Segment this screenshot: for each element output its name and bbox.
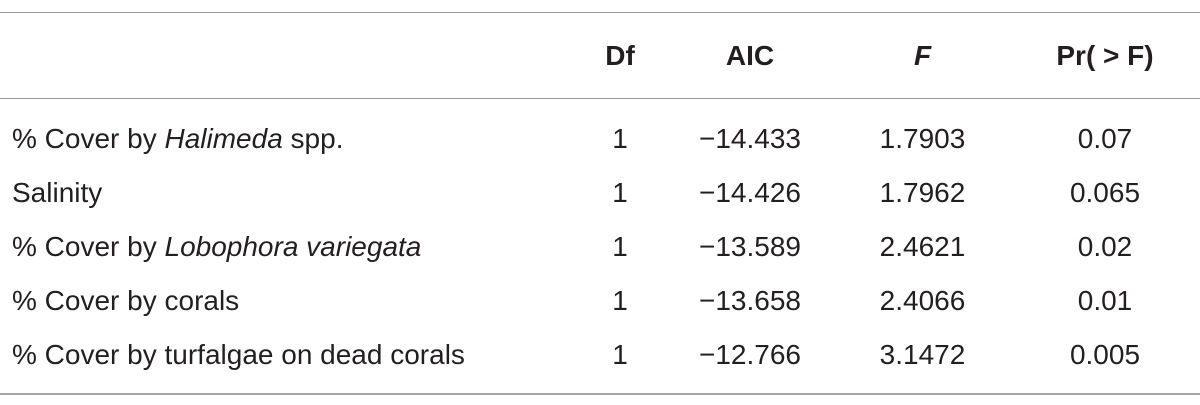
table-row: Salinity 1 −14.426 1.7962 0.065 <box>0 166 1200 220</box>
top-rule <box>0 12 1200 13</box>
table-row: % Cover by Lobophora variegata 1 −13.589… <box>0 220 1200 274</box>
cell-df: 1 <box>612 177 628 208</box>
header-pr-f: Pr( > F) <box>1056 39 1154 71</box>
table-row: % Cover by Halimeda spp. 1 −14.433 1.790… <box>0 98 1200 166</box>
cell-df: 1 <box>612 231 628 262</box>
cell-f: 1.7903 <box>879 123 966 154</box>
header-label <box>0 13 575 98</box>
results-table: Df AIC F Pr( > F) % Cover by Halimeda sp… <box>0 13 1200 382</box>
cell-p: 0.01 <box>1077 285 1133 316</box>
row-label: % Cover by Halimeda spp. <box>12 123 344 154</box>
cell-aic: −14.426 <box>699 177 801 208</box>
cell-p: 0.02 <box>1077 231 1133 262</box>
row-label: % Cover by Lobophora variegata <box>12 231 422 262</box>
cell-f: 3.1472 <box>879 339 966 370</box>
cell-f: 2.4066 <box>879 285 966 316</box>
cell-aic: −13.658 <box>699 285 801 316</box>
row-label: % Cover by turfalgae on dead corals <box>12 339 465 370</box>
cell-p: 0.005 <box>1069 339 1141 370</box>
header-df: Df <box>605 39 635 71</box>
header-rule <box>0 98 1200 99</box>
table-row: % Cover by turfalgae on dead corals 1 −1… <box>0 328 1200 382</box>
cell-p: 0.07 <box>1077 123 1133 154</box>
cell-p: 0.065 <box>1069 177 1141 208</box>
table-row: % Cover by corals 1 −13.658 2.4066 0.01 <box>0 274 1200 328</box>
header-aic: AIC <box>725 39 775 71</box>
header-f: F <box>913 39 932 71</box>
cell-df: 1 <box>612 339 628 370</box>
row-label: Salinity <box>12 177 103 208</box>
cell-df: 1 <box>612 285 628 316</box>
cell-f: 2.4621 <box>879 231 966 262</box>
cell-f: 1.7962 <box>879 177 966 208</box>
row-label: % Cover by corals <box>12 285 240 316</box>
cell-aic: −14.433 <box>699 123 801 154</box>
cell-aic: −12.766 <box>699 339 801 370</box>
bottom-rule <box>0 393 1200 395</box>
cell-df: 1 <box>612 123 628 154</box>
header-row: Df AIC F Pr( > F) <box>0 13 1200 98</box>
cell-aic: −13.589 <box>699 231 801 262</box>
